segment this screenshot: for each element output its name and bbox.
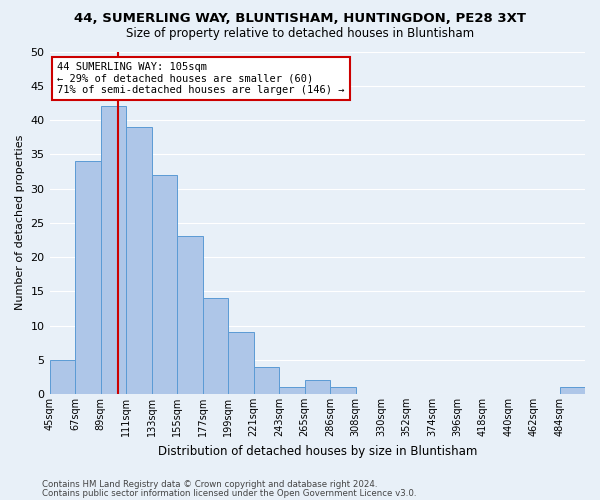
Bar [279, 387, 305, 394]
Bar [254, 366, 279, 394]
Text: 44, SUMERLING WAY, BLUNTISHAM, HUNTINGDON, PE28 3XT: 44, SUMERLING WAY, BLUNTISHAM, HUNTINGDO… [74, 12, 526, 26]
Bar [330, 387, 356, 394]
X-axis label: Distribution of detached houses by size in Bluntisham: Distribution of detached houses by size … [158, 444, 477, 458]
Text: 44 SUMERLING WAY: 105sqm
← 29% of detached houses are smaller (60)
71% of semi-d: 44 SUMERLING WAY: 105sqm ← 29% of detach… [57, 62, 344, 95]
Bar [228, 332, 254, 394]
Bar [126, 127, 152, 394]
Bar [152, 175, 177, 394]
Bar [203, 298, 228, 394]
Text: Contains HM Land Registry data © Crown copyright and database right 2024.: Contains HM Land Registry data © Crown c… [42, 480, 377, 489]
Y-axis label: Number of detached properties: Number of detached properties [15, 135, 25, 310]
Bar [305, 380, 330, 394]
Text: Size of property relative to detached houses in Bluntisham: Size of property relative to detached ho… [126, 28, 474, 40]
Bar [75, 161, 101, 394]
Bar [101, 106, 126, 394]
Text: Contains public sector information licensed under the Open Government Licence v3: Contains public sector information licen… [42, 488, 416, 498]
Bar [50, 360, 75, 394]
Bar [177, 236, 203, 394]
Bar [560, 387, 585, 394]
